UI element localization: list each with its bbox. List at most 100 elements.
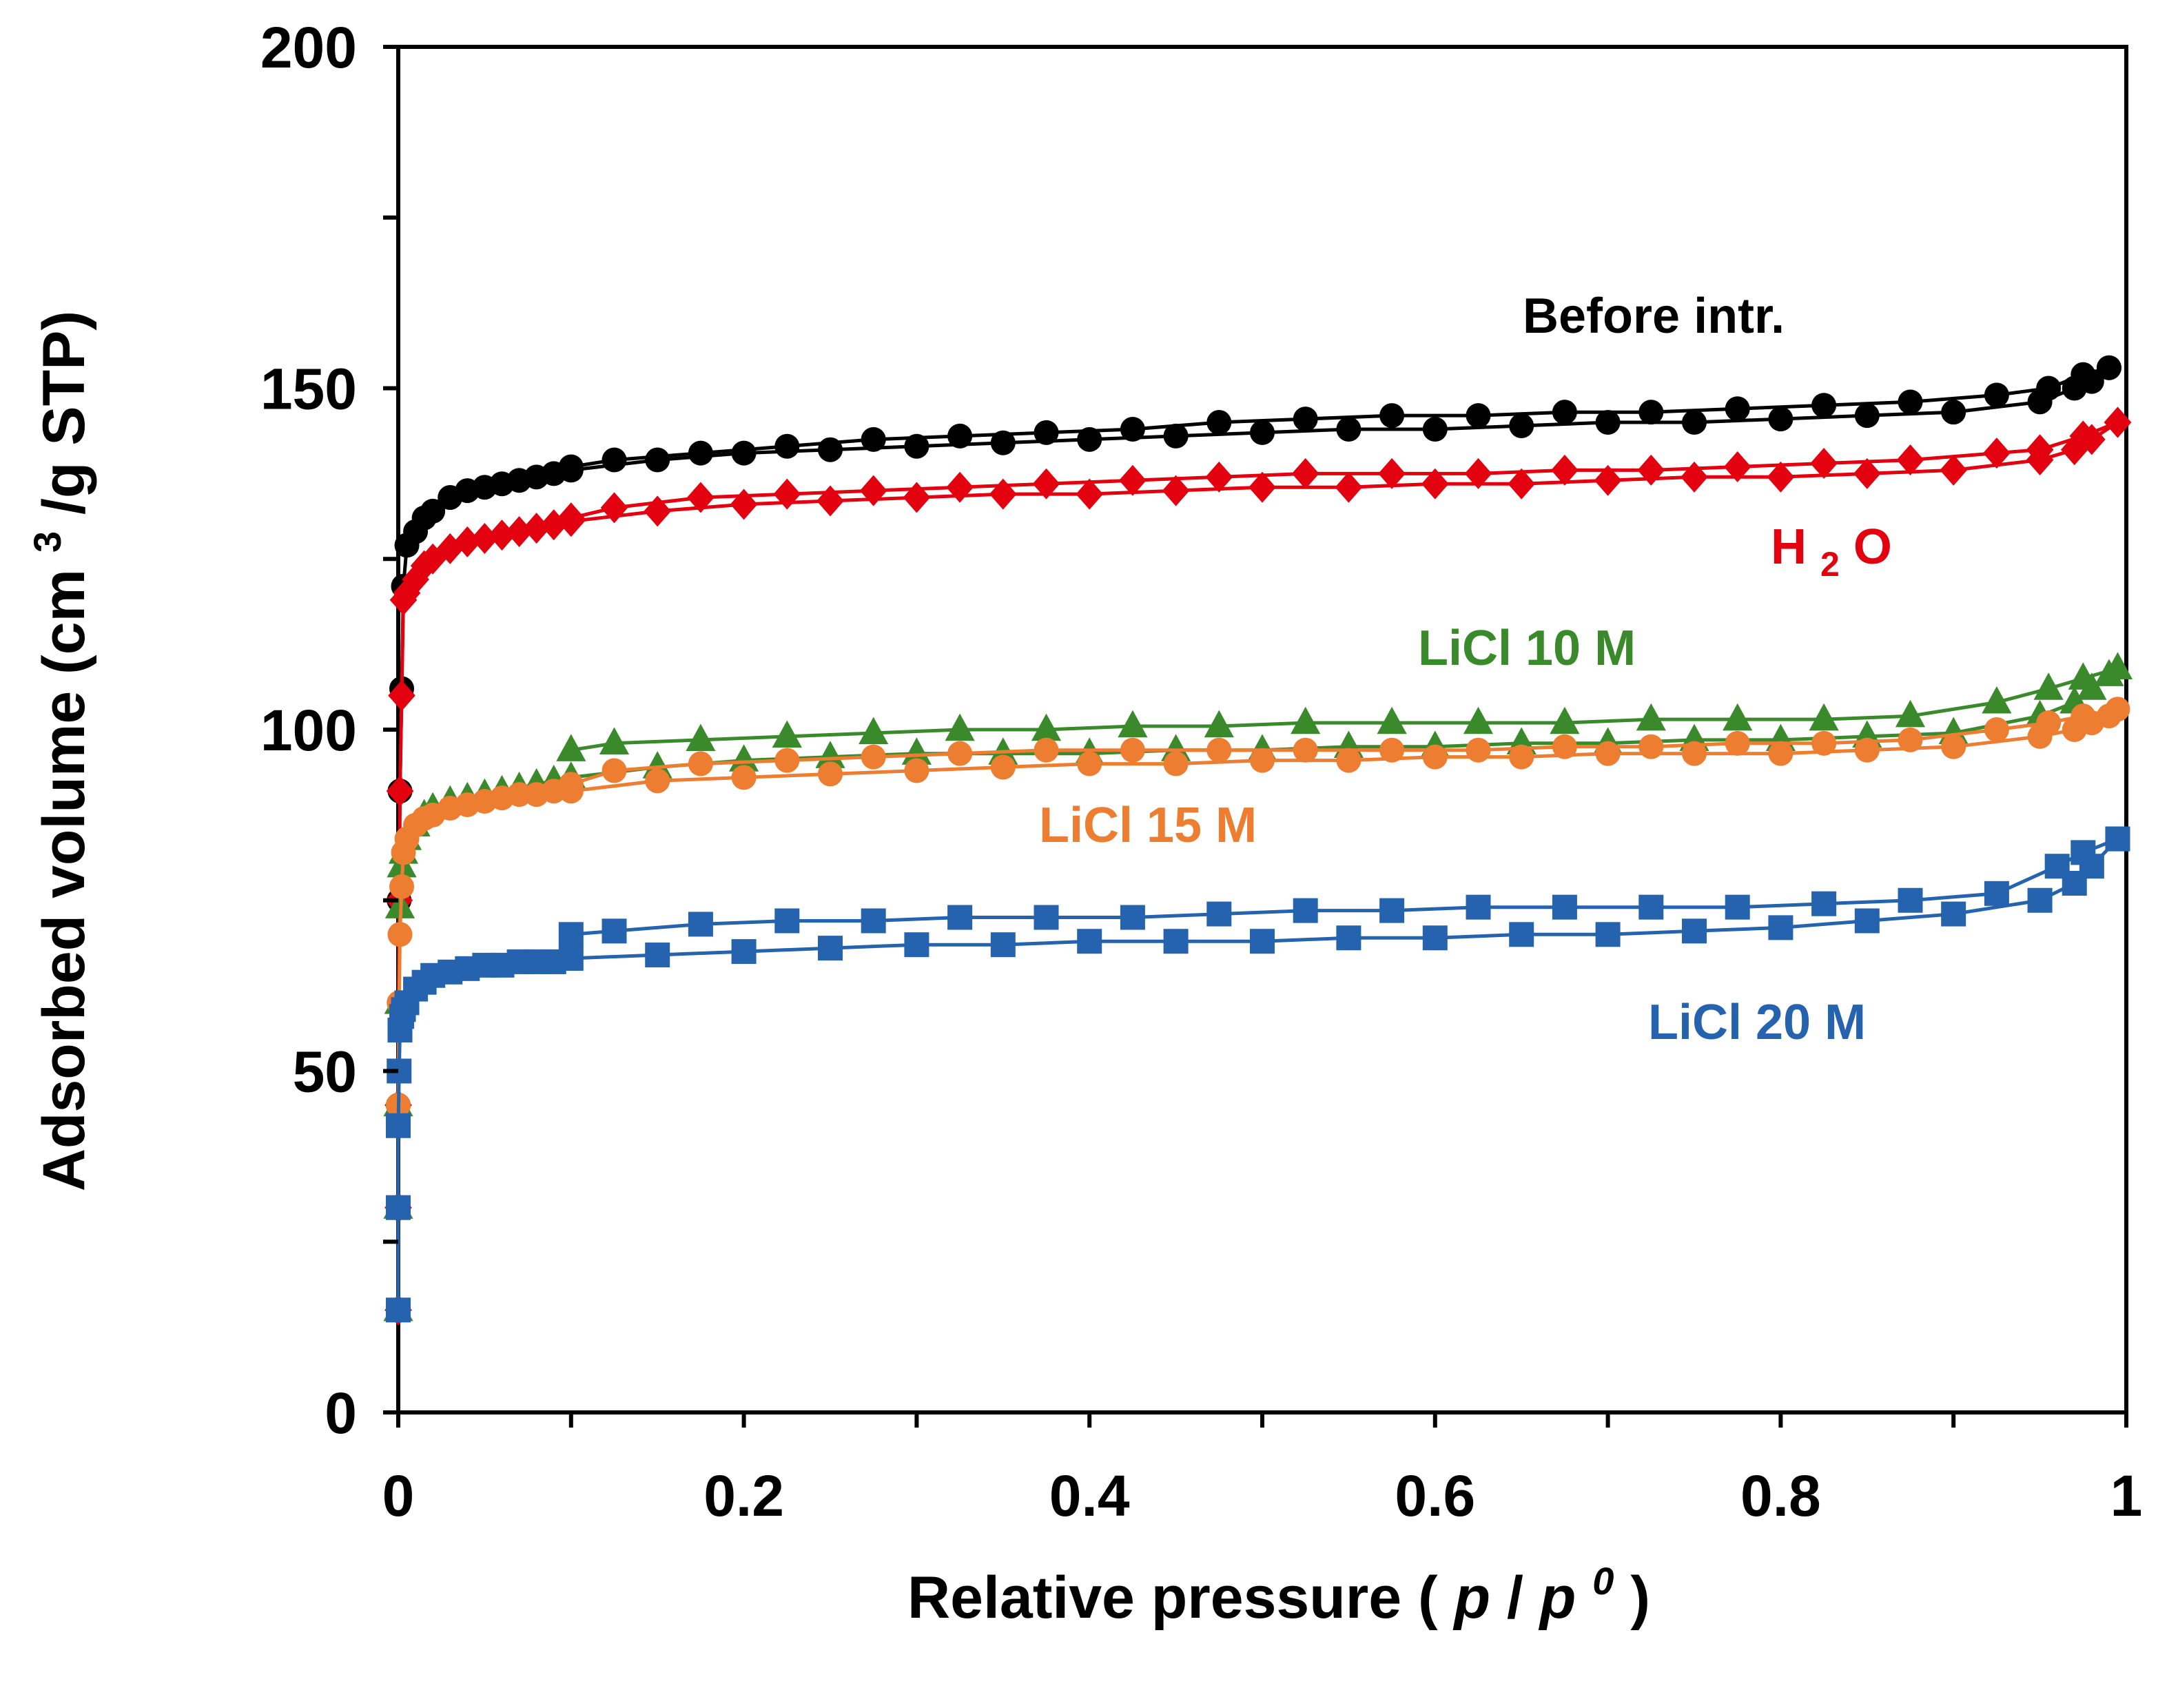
data-point-licl-10-m xyxy=(1031,713,1062,741)
axes-layer: 0 50 100 150 200 0 0.2 0.4 0.6 0.8 1 xyxy=(260,15,2143,1528)
data-point-licl-10-m xyxy=(945,713,975,741)
data-point-before-intr xyxy=(861,426,886,452)
x-axis-title-p1: p xyxy=(1453,1565,1491,1631)
data-point-licl-15-m xyxy=(818,761,843,787)
data-point-h2o xyxy=(1681,461,1708,493)
data-point-licl-15-m xyxy=(2070,703,2096,729)
data-point-licl-20-m xyxy=(1336,925,1361,951)
data-point-licl-15-m xyxy=(1595,741,1621,766)
data-point-h2o xyxy=(1076,478,1103,510)
data-point-h2o xyxy=(488,519,516,551)
data-point-h2o xyxy=(1853,457,1881,489)
data-point-h2o xyxy=(903,482,931,513)
data-point-h2o xyxy=(1162,475,1190,506)
data-point-licl-20-m xyxy=(645,943,670,968)
data-point-licl-15-m xyxy=(990,754,1016,780)
data-point-licl-10-m xyxy=(1550,706,1580,734)
data-point-h2o xyxy=(1119,464,1147,496)
data-point-h2o xyxy=(730,488,758,520)
data-point-licl-15-m xyxy=(904,758,929,783)
x-tick-label: 0.6 xyxy=(1395,1463,1475,1528)
data-point-licl-15-m xyxy=(1034,737,1059,763)
data-point-before-intr xyxy=(1163,423,1189,449)
data-point-licl-20-m xyxy=(818,936,843,961)
data-point-licl-20-m xyxy=(731,939,757,965)
data-point-licl-20-m xyxy=(947,905,973,930)
data-point-licl-15-m xyxy=(506,782,532,807)
data-point-licl-15-m xyxy=(947,741,973,766)
data-point-licl-15-m xyxy=(1984,717,2009,742)
series-label-licl-10m: LiCl 10 M xyxy=(1418,621,1636,676)
data-point-licl-15-m xyxy=(1638,734,1664,759)
x-tick-label: 0 xyxy=(382,1463,415,1528)
data-point-licl-15-m xyxy=(1552,734,1577,759)
data-point-licl-10-m xyxy=(2068,662,2098,690)
data-point-before-intr xyxy=(1250,420,1275,445)
data-point-h2o xyxy=(2104,407,2132,438)
series-h2o xyxy=(384,407,2132,1326)
data-point-licl-15-m xyxy=(1941,734,1966,759)
data-point-before-intr xyxy=(1595,410,1621,435)
data-point-before-intr xyxy=(420,498,446,524)
data-point-licl-20-m xyxy=(2105,826,2130,852)
data-point-licl-15-m xyxy=(1163,751,1189,776)
data-point-licl-10-m xyxy=(1809,703,1839,731)
data-point-licl-10-m xyxy=(556,734,586,761)
data-point-licl-20-m xyxy=(386,1113,411,1138)
data-point-before-intr xyxy=(1638,400,1664,425)
data-point-h2o xyxy=(859,475,887,506)
data-point-before-intr xyxy=(1034,420,1059,445)
data-point-licl-10-m xyxy=(686,723,716,752)
data-point-licl-20-m xyxy=(1854,908,1880,934)
data-point-before-intr xyxy=(1293,407,1318,432)
data-point-licl-15-m xyxy=(1682,741,1707,766)
data-point-licl-15-m xyxy=(1768,741,1794,766)
data-point-h2o xyxy=(2060,434,2088,466)
data-point-h2o xyxy=(1983,438,2011,469)
data-point-licl-15-m xyxy=(387,922,413,947)
data-point-licl-15-m xyxy=(1725,730,1750,756)
data-point-before-intr xyxy=(947,423,973,449)
y-axis-title-tail: /g STP) xyxy=(31,311,97,515)
data-point-licl-15-m xyxy=(774,748,800,773)
data-point-licl-10-m xyxy=(1895,699,1926,728)
data-point-licl-20-m xyxy=(904,932,929,958)
data-point-licl-20-m xyxy=(1682,918,1707,944)
data-point-before-intr xyxy=(1120,416,1145,442)
series-line-licl-10-m-desorption xyxy=(571,666,2119,752)
series-label-licl-20m: LiCl 20 M xyxy=(1648,995,1866,1050)
data-point-h2o xyxy=(557,502,585,534)
data-point-licl-20-m xyxy=(1768,915,1794,940)
data-point-licl-15-m xyxy=(1854,737,1880,763)
data-point-licl-10-m xyxy=(1204,710,1234,738)
data-point-h2o xyxy=(1767,461,1795,493)
data-point-h2o xyxy=(386,775,414,807)
data-point-licl-20-m xyxy=(1034,905,1059,930)
data-point-h2o xyxy=(816,485,844,517)
data-point-licl-10-m xyxy=(1463,706,1494,734)
data-point-before-intr xyxy=(1854,403,1880,429)
data-point-h2o xyxy=(388,679,415,711)
data-point-h2o xyxy=(1291,457,1319,489)
y-tick-label: 0 xyxy=(325,1381,357,1445)
data-point-h2o xyxy=(436,533,464,564)
data-point-licl-20-m xyxy=(1725,894,1750,920)
data-point-h2o xyxy=(1810,448,1838,480)
data-point-licl-20-m xyxy=(1120,905,1145,930)
data-point-licl-15-m xyxy=(731,765,757,790)
data-point-licl-15-m xyxy=(1811,730,1837,756)
data-point-licl-20-m xyxy=(558,945,584,971)
series-label-h2o: H 2 O xyxy=(1771,519,1892,587)
data-point-licl-20-m xyxy=(1941,901,1966,927)
data-point-licl-15-m xyxy=(1293,737,1318,763)
data-point-licl-20-m xyxy=(1509,922,1534,947)
x-tick-label: 0.2 xyxy=(703,1463,784,1528)
data-point-licl-20-m xyxy=(1898,887,1923,913)
series-licl-15-m xyxy=(386,697,2130,1323)
data-point-licl-10-m xyxy=(772,720,802,748)
data-point-licl-20-m xyxy=(1379,898,1405,923)
data-point-licl-10-m xyxy=(815,741,845,768)
series-label-licl-15m: LiCl 15 M xyxy=(1039,798,1257,853)
data-point-before-intr xyxy=(2096,355,2121,380)
